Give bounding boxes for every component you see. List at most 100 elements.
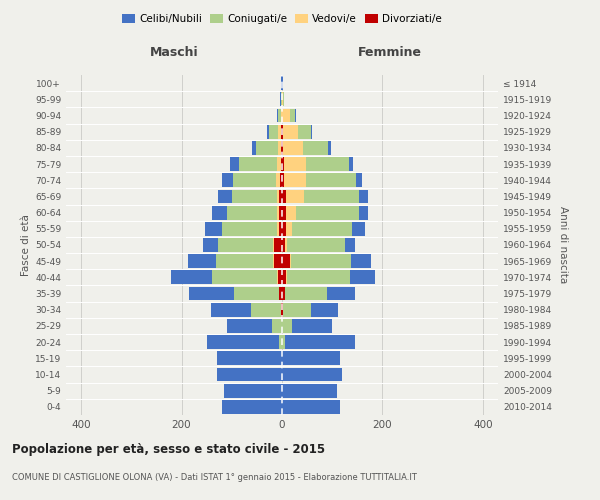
Bar bbox=[274, 238, 282, 252]
Bar bbox=[222, 400, 282, 414]
Bar bbox=[280, 174, 282, 187]
Bar bbox=[252, 141, 282, 154]
Bar bbox=[256, 141, 282, 154]
Bar bbox=[282, 206, 286, 220]
Bar bbox=[281, 303, 282, 316]
Bar bbox=[282, 254, 291, 268]
Bar bbox=[282, 352, 340, 365]
Bar bbox=[230, 157, 282, 171]
Bar bbox=[278, 141, 282, 154]
Bar bbox=[282, 222, 286, 235]
Bar bbox=[218, 190, 282, 203]
Bar bbox=[281, 157, 282, 171]
Bar bbox=[234, 286, 282, 300]
Text: Popolazione per età, sesso e stato civile - 2015: Popolazione per età, sesso e stato civil… bbox=[12, 442, 325, 456]
Bar bbox=[282, 368, 342, 382]
Bar bbox=[282, 270, 350, 284]
Bar bbox=[282, 384, 337, 398]
Bar bbox=[272, 319, 282, 333]
Bar bbox=[282, 190, 368, 203]
Bar bbox=[282, 238, 345, 252]
Bar bbox=[239, 157, 282, 171]
Bar bbox=[280, 92, 282, 106]
Bar bbox=[224, 384, 282, 398]
Bar bbox=[282, 286, 284, 300]
Bar bbox=[188, 254, 282, 268]
Bar bbox=[282, 238, 287, 252]
Bar bbox=[172, 270, 282, 284]
Bar bbox=[282, 125, 298, 138]
Bar bbox=[227, 206, 282, 220]
Bar bbox=[282, 157, 306, 171]
Bar bbox=[282, 222, 292, 235]
Bar bbox=[217, 368, 282, 382]
Bar bbox=[277, 108, 282, 122]
Bar bbox=[282, 206, 368, 220]
Bar bbox=[282, 125, 311, 138]
Bar bbox=[282, 286, 284, 300]
Bar bbox=[232, 190, 282, 203]
Bar bbox=[282, 174, 284, 187]
Text: Femmine: Femmine bbox=[358, 46, 422, 59]
Bar bbox=[278, 125, 282, 138]
Bar bbox=[282, 222, 365, 235]
Bar bbox=[189, 286, 282, 300]
Bar bbox=[277, 206, 282, 220]
Bar bbox=[282, 286, 327, 300]
Bar bbox=[282, 108, 295, 122]
Bar bbox=[282, 303, 338, 316]
Bar bbox=[282, 141, 303, 154]
Bar bbox=[273, 238, 282, 252]
Bar bbox=[277, 157, 282, 171]
Bar bbox=[282, 303, 311, 316]
Bar bbox=[282, 238, 355, 252]
Bar bbox=[282, 92, 284, 106]
Bar bbox=[212, 206, 282, 220]
Bar bbox=[280, 222, 282, 235]
Bar bbox=[277, 190, 282, 203]
Y-axis label: Anni di nascita: Anni di nascita bbox=[557, 206, 568, 284]
Bar bbox=[282, 190, 286, 203]
Bar bbox=[282, 92, 284, 106]
Bar bbox=[282, 157, 284, 171]
Bar bbox=[282, 206, 359, 220]
Bar bbox=[281, 141, 282, 154]
Bar bbox=[282, 174, 362, 187]
Bar bbox=[282, 319, 332, 333]
Bar bbox=[282, 270, 375, 284]
Bar bbox=[222, 174, 282, 187]
Bar bbox=[267, 125, 282, 138]
Bar bbox=[282, 336, 355, 349]
Bar bbox=[276, 174, 282, 187]
Bar bbox=[277, 222, 282, 235]
Bar bbox=[280, 286, 282, 300]
Bar bbox=[218, 238, 282, 252]
Bar bbox=[282, 303, 283, 316]
Bar bbox=[282, 174, 306, 187]
Bar bbox=[203, 238, 282, 252]
Bar bbox=[281, 303, 282, 316]
Bar bbox=[282, 336, 284, 349]
Bar bbox=[280, 336, 282, 349]
Bar bbox=[281, 108, 282, 122]
Bar bbox=[222, 222, 282, 235]
Bar bbox=[282, 222, 352, 235]
Bar bbox=[277, 270, 282, 284]
Bar bbox=[282, 141, 331, 154]
Bar bbox=[282, 174, 356, 187]
Bar bbox=[205, 222, 282, 235]
Bar bbox=[212, 270, 282, 284]
Bar bbox=[282, 270, 287, 284]
Bar bbox=[282, 286, 355, 300]
Bar bbox=[251, 303, 282, 316]
Bar bbox=[206, 336, 282, 349]
Bar bbox=[282, 190, 359, 203]
Bar bbox=[280, 190, 282, 203]
Bar bbox=[278, 108, 282, 122]
Bar bbox=[282, 190, 304, 203]
Bar bbox=[282, 125, 283, 138]
Bar bbox=[282, 108, 290, 122]
Bar bbox=[282, 206, 296, 220]
Bar bbox=[282, 400, 340, 414]
Bar bbox=[211, 303, 282, 316]
